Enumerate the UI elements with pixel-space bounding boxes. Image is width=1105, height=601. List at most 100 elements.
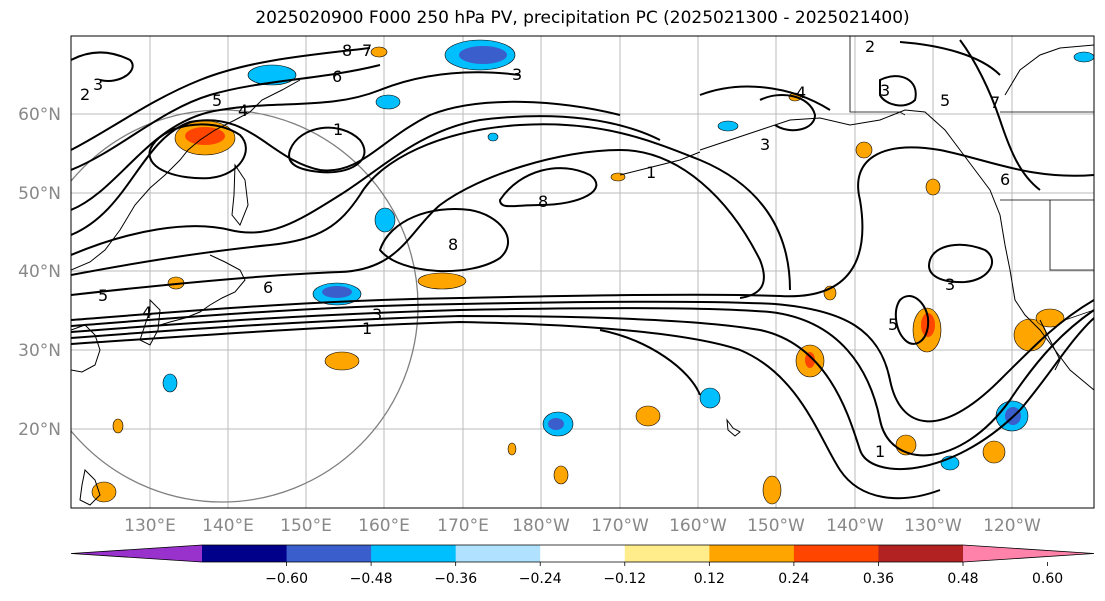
contour-label: 3 [93, 75, 103, 94]
colorbar-bin [286, 545, 372, 562]
contour-label: 3 [760, 135, 770, 154]
contour-label: 1 [646, 163, 656, 182]
contour-label: 7 [362, 41, 372, 60]
lon-label: 150°E [280, 516, 332, 536]
contour-labels: 2 3 8 7 6 5 4 1 8 8 6 5 4 3 1 3 1 4 3 7 … [80, 37, 1010, 461]
lon-label: 130°W [904, 516, 962, 536]
precip-blob [717, 120, 739, 132]
contour-label: 3 [880, 81, 890, 100]
contour-label: 5 [888, 315, 898, 334]
lon-label: 170°E [437, 516, 489, 536]
map-frame [70, 35, 1095, 509]
colorbar-tick-label: 0.60 [1032, 571, 1063, 587]
lon-label: 130°E [124, 516, 176, 536]
lat-label: 20°N [18, 420, 61, 440]
lon-label: 150°W [747, 516, 805, 536]
precip-blob [322, 286, 352, 298]
lat-label: 30°N [18, 341, 61, 361]
gridlines [71, 36, 1094, 508]
lon-label: 140°W [826, 516, 884, 536]
contour-label: 8 [538, 192, 548, 211]
colorbar-bin [878, 545, 964, 562]
contour-label: 4 [142, 303, 152, 322]
contour-label: 3 [372, 305, 382, 324]
colorbar-tick-label: −0.60 [265, 571, 308, 587]
contour-label: 6 [1000, 170, 1010, 189]
colorbar-tick-label: −0.24 [519, 571, 562, 587]
precip-blob [487, 132, 499, 142]
colorbar-extend-max [963, 545, 1094, 562]
precip-blob [635, 405, 661, 427]
precipitation-shading [91, 39, 1094, 505]
contour-label: 3 [945, 275, 955, 294]
contour-label: 5 [212, 91, 222, 110]
precip-blob [507, 442, 517, 456]
lon-label: 170°W [591, 516, 649, 536]
contour-label: 2 [80, 85, 90, 104]
lon-label: 160°E [358, 516, 410, 536]
precip-blob [553, 465, 569, 485]
precip-blob [699, 387, 721, 409]
precip-blob [417, 272, 467, 290]
contour-label: 8 [342, 41, 352, 60]
lon-label: 180°W [512, 516, 570, 536]
colorbar-bin [624, 545, 710, 562]
contour-label: 1 [333, 120, 343, 139]
precip-blob [1073, 51, 1094, 63]
colorbar-bin [455, 545, 541, 562]
colorbar-tick-label: 0.24 [778, 571, 809, 587]
contour-label: 4 [796, 83, 806, 102]
lat-label: 40°N [18, 262, 61, 282]
contour-label: 8 [448, 235, 458, 254]
contour-label: 6 [332, 67, 342, 86]
map-plot-area: 2 3 8 7 6 5 4 1 8 8 6 5 4 3 1 3 1 4 3 7 … [71, 36, 1094, 508]
colorbar-tick-label: 0.12 [694, 571, 725, 587]
precip-blob [162, 373, 178, 393]
contour-label: 5 [940, 91, 950, 110]
colorbar-bin [371, 545, 457, 562]
precip-blob [324, 351, 360, 371]
contour-label: 2 [865, 37, 875, 56]
contour-label: 6 [263, 278, 273, 297]
colorbar-tick-label: −0.36 [434, 571, 477, 587]
precip-blob [375, 94, 401, 110]
lat-label: 50°N [18, 184, 61, 204]
colorbar: −0.60 −0.48 −0.36 −0.24 −0.12 0.12 0.24 0.36 0.4… [70, 544, 1095, 587]
precip-blob [112, 418, 124, 434]
lon-label: 140°E [202, 516, 254, 536]
colorbar-tick-label: 0.48 [947, 571, 978, 587]
precip-blob [370, 46, 388, 58]
precip-blob [855, 141, 873, 159]
contour-label: 4 [238, 101, 248, 120]
borders [849, 36, 1094, 321]
lon-label: 120°W [983, 516, 1041, 536]
precip-blob [548, 418, 564, 430]
lat-label: 60°N [18, 105, 61, 125]
precip-blob [925, 178, 941, 196]
colorbar-bin [709, 545, 795, 562]
contour-label: 3 [512, 65, 522, 84]
precip-blob [805, 352, 815, 368]
precip-blob [762, 475, 782, 505]
precip-blob [374, 207, 396, 233]
colorbar-tick-label: −0.48 [350, 571, 393, 587]
precip-blob [1035, 308, 1065, 328]
colorbar-bin [540, 545, 626, 562]
contour-label: 7 [990, 93, 1000, 112]
colorbar-bin [793, 545, 879, 562]
colorbar-extend-min [71, 545, 202, 562]
contour-label: 1 [875, 442, 885, 461]
precip-blob [459, 46, 507, 64]
contour-label: 1 [362, 319, 372, 338]
colorbar-tick-label: 0.36 [863, 571, 894, 587]
colorbar-outline [70, 544, 1095, 563]
lon-label: 160°W [669, 516, 727, 536]
latitude-labels: 60°N 50°N 40°N 30°N 20°N [18, 105, 61, 440]
contour-label: 5 [98, 286, 108, 305]
colorbar-bin [202, 545, 288, 562]
pv-contours [71, 39, 1094, 500]
colorbar-tick-label: −0.12 [603, 571, 646, 587]
longitude-labels: 130°E 140°E 150°E 160°E 170°E 180°W 170°… [124, 516, 1041, 536]
precip-blob [185, 127, 225, 145]
